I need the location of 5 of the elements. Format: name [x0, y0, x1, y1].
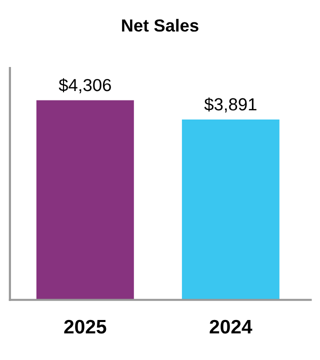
- data-label: $4,306: [58, 78, 111, 94]
- x-tick-label: 2025: [64, 320, 106, 334]
- chart-title: Net Sales: [122, 18, 198, 32]
- x-tick-label: 2024: [210, 320, 252, 334]
- data-label: $3,891: [204, 97, 256, 113]
